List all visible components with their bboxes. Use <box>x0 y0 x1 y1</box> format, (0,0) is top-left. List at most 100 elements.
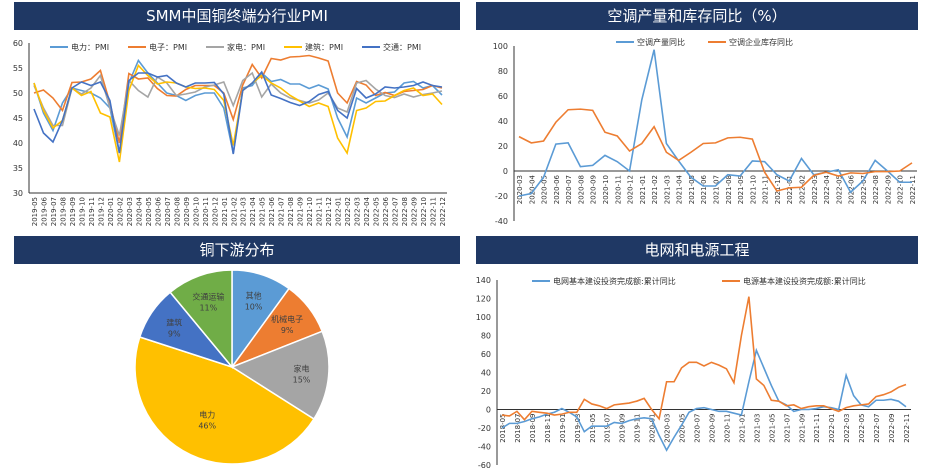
ac-y-tick-label: 80 <box>498 67 508 76</box>
grid-x-tick-label: 2021-03 <box>753 414 761 443</box>
grid-x-tick-label: 2019-05 <box>589 414 597 443</box>
pie-slice-label: 电力 <box>199 410 215 420</box>
grid-panel-title: 电网和电源工程 <box>476 236 918 264</box>
ac-x-tick-label: 2020-04 <box>528 174 536 204</box>
ac-x-tick-label: 2021-09 <box>737 175 745 204</box>
pmi-x-tick-label: 2020-05 <box>145 197 153 226</box>
pie-slice <box>230 330 330 421</box>
pmi-series-line <box>33 54 443 144</box>
ac-x-tick-label: 2021-01 <box>639 175 647 204</box>
ac-x-tick-label: 2022-05 <box>835 175 843 204</box>
pmi-x-tick-label: 2020-10 <box>192 197 200 226</box>
pmi-x-tick-label: 2020-08 <box>173 197 181 226</box>
grid-x-tick-label: 2021-07 <box>783 414 791 443</box>
pmi-legend-label: 交通：PMI <box>383 42 421 52</box>
pmi-x-tick-label: 2021-02 <box>230 197 238 226</box>
pmi-x-tick-label: 2019-05 <box>31 197 39 226</box>
grid-x-tick-label: 2018-09 <box>529 414 537 443</box>
pmi-y-tick-label: 35 <box>13 164 23 173</box>
pmi-x-tick-label: 2021-08 <box>287 197 295 226</box>
grid-series-line <box>501 296 907 421</box>
pmi-x-tick-label: 2019-12 <box>97 197 105 226</box>
ac-x-tick-label: 2020-12 <box>627 175 635 204</box>
pmi-x-tick-label: 2022-03 <box>354 197 362 226</box>
grid-legend-label: 电网基本建设投资完成额:累计同比 <box>553 276 676 286</box>
ac-y-tick-label: 60 <box>498 92 508 101</box>
grid-x-tick-label: 2019-09 <box>619 414 627 443</box>
ac-x-tick-label: 2020-11 <box>614 175 622 204</box>
pmi-legend-label: 建筑：PMI <box>305 42 343 52</box>
pmi-x-tick-label: 2019-10 <box>78 197 86 226</box>
pmi-x-tick-label: 2022-09 <box>411 197 419 226</box>
ac-legend-label: 空调产量同比 <box>637 37 685 47</box>
pmi-x-tick-label: 2021-06 <box>268 196 276 226</box>
pmi-x-tick-label: 2022-04 <box>363 196 371 226</box>
grid-x-tick-label: 2022-03 <box>843 414 851 443</box>
grid-legend-label: 电源基本建设投资完成额:累计同比 <box>743 276 866 286</box>
pie-slice-percent: 10% <box>245 303 263 312</box>
pmi-panel-title: SMM中国铜终端分行业PMI <box>14 2 460 30</box>
pmi-x-tick-label: 2020-11 <box>202 197 210 226</box>
ac-x-tick-label: 2021-05 <box>688 175 696 204</box>
grid-x-tick-label: 2020-03 <box>664 414 672 443</box>
grid-x-tick-label: 2022-09 <box>888 414 896 443</box>
grid-y-tick-label: 120 <box>476 295 491 304</box>
grid-x-tick-label: 2022-01 <box>828 414 836 443</box>
pmi-x-tick-label: 2019-09 <box>69 197 77 226</box>
pmi-series-line <box>33 64 443 163</box>
pmi-y-tick-label: 55 <box>13 64 23 73</box>
grid-x-tick-label: 2022-05 <box>858 414 866 443</box>
pmi-x-tick-label: 2021-07 <box>278 197 286 226</box>
grid-x-tick-label: 2020-07 <box>694 414 702 443</box>
pmi-x-tick-label: 2022-10 <box>420 197 428 226</box>
grid-y-tick-label: 20 <box>481 387 491 396</box>
ac-x-tick-label: 2021-06 <box>700 174 708 204</box>
pmi-y-tick-label: 45 <box>13 114 23 123</box>
ac-x-tick-label: 2020-03 <box>516 175 524 204</box>
pie-slice-label: 机械电子 <box>271 314 303 324</box>
pmi-x-tick-label: 2020-09 <box>183 197 191 226</box>
pie-slice <box>169 269 233 370</box>
ac-x-tick-label: 2022-08 <box>872 175 880 204</box>
ac-x-tick-label: 2022-10 <box>897 175 905 204</box>
grid-y-tick-label: -20 <box>478 424 491 433</box>
grid-y-tick-label: 100 <box>476 313 491 322</box>
pmi-x-tick-label: 2022-06 <box>382 196 390 226</box>
pmi-legend-label: 电力：PMI <box>71 42 109 52</box>
pmi-x-tick-label: 2021-11 <box>316 197 324 226</box>
ac-x-tick-label: 2020-07 <box>565 175 573 204</box>
grid-x-tick-label: 2020-05 <box>679 414 687 443</box>
ac-series-line <box>518 49 912 197</box>
grid-y-tick-label: -60 <box>478 461 491 470</box>
pmi-x-tick-label: 2022-01 <box>335 197 343 226</box>
pie-slice-percent: 9% <box>168 330 181 339</box>
pmi-y-tick-label: 60 <box>13 39 23 48</box>
pmi-y-tick-label: 50 <box>13 89 23 98</box>
pie-panel-title: 铜下游分布 <box>14 236 460 264</box>
pmi-x-tick-label: 2021-10 <box>306 197 314 226</box>
ac-y-tick-label: 100 <box>493 42 508 51</box>
grid-x-tick-label: 2022-11 <box>903 414 911 443</box>
grid-x-tick-label: 2019-11 <box>634 414 642 443</box>
ac-x-tick-label: 2022-09 <box>884 175 892 204</box>
grid-x-tick-label: 2019-01 <box>559 414 567 443</box>
pie-slice <box>134 336 315 465</box>
ac-y-tick-label: -40 <box>495 217 508 226</box>
pie-slice-percent: 11% <box>199 303 217 312</box>
pmi-x-tick-label: 2021-04 <box>249 196 257 226</box>
pmi-x-tick-label: 2020-12 <box>211 197 219 226</box>
ac-x-tick-label: 2022-07 <box>860 175 868 204</box>
pmi-x-tick-label: 2022-08 <box>401 197 409 226</box>
ac-x-tick-label: 2022-02 <box>798 175 806 204</box>
ac-x-tick-label: 2020-10 <box>602 175 610 204</box>
grid-x-tick-label: 2019-07 <box>604 414 612 443</box>
ac-x-tick-label: 2020-09 <box>590 175 598 204</box>
ac-y-tick-label: 40 <box>498 117 508 126</box>
pie-slice-percent: 15% <box>293 376 311 385</box>
ac-x-tick-label: 2021-10 <box>749 175 757 204</box>
ac-x-tick-label: 2021-04 <box>676 174 684 204</box>
ac-x-tick-label: 2021-07 <box>713 175 721 204</box>
pmi-y-tick-label: 40 <box>13 139 23 148</box>
pmi-x-tick-label: 2022-12 <box>439 197 447 226</box>
